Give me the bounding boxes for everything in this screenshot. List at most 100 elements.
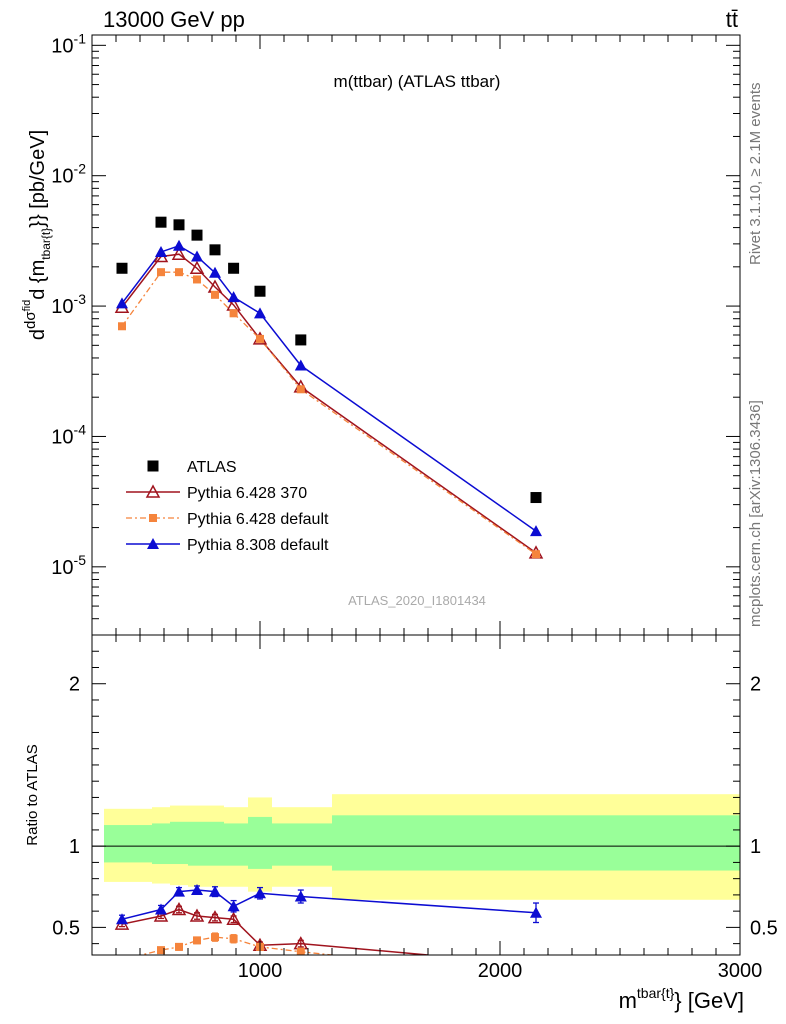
point-data — [191, 229, 203, 241]
point-py8 — [155, 245, 167, 257]
main-plot-area — [114, 216, 544, 559]
band-inner — [188, 821, 206, 866]
y-tick-label: 10-3 — [51, 291, 86, 318]
ratio-point-py6_default — [157, 946, 165, 955]
x-tick-label: 1000 — [238, 960, 283, 982]
ratio-point-py6_default — [229, 934, 238, 943]
band-inner — [104, 825, 152, 863]
x-tick-label: 3000 — [718, 960, 763, 982]
line-py6_default — [121, 271, 537, 555]
ratio-uncertainty-band — [92, 794, 740, 900]
point-py6_default — [118, 322, 126, 331]
ratio-point-py6_default — [193, 936, 201, 945]
point-data — [228, 262, 240, 274]
legend-label-py6_default: Pythia 6.428 default — [187, 511, 329, 528]
header-left: 13000 GeV pp — [103, 7, 245, 32]
ratio-y-axis-label: Ratio to ATLAS — [24, 744, 41, 845]
legend-marker-py8 — [147, 538, 159, 549]
ratio-y-tick-label-right: 0.5 — [750, 917, 778, 939]
band-inner — [248, 816, 272, 869]
point-py8 — [227, 291, 240, 303]
y-tick-label: 10-5 — [51, 552, 86, 579]
analysis-watermark: ATLAS_2020_I1801434 — [348, 593, 486, 608]
ratio-point-py6_default — [175, 942, 183, 951]
band-inner — [206, 821, 224, 866]
ratio-point-py6_default — [296, 947, 305, 955]
ratio-y-tick-label: 0.5 — [52, 917, 80, 939]
point-py8 — [254, 307, 266, 319]
header-right: tt̄ — [726, 7, 738, 32]
band-inner — [332, 815, 740, 871]
point-py8 — [209, 266, 221, 278]
band-inner — [152, 823, 170, 865]
ratio-y-tick-label: 1 — [69, 836, 80, 858]
ratio-point-py8 — [294, 890, 307, 902]
ratio-point-py6_370 — [189, 908, 205, 922]
mcplots-info: mcplots.cern.ch [arXiv:1306.3436] — [747, 400, 764, 627]
ratio-y-tick-label-right: 2 — [750, 674, 761, 696]
legend: ATLAS Pythia 6.428 370 Pythia 6.428 defaul… — [126, 459, 329, 554]
line-py8 — [121, 244, 537, 532]
ratio-point-py8 — [227, 900, 240, 912]
ratio-point-py6_default — [118, 956, 126, 964]
point-data — [254, 285, 266, 297]
legend-marker-data — [147, 460, 159, 472]
point-py8 — [173, 239, 185, 251]
ratio-y-tick-label: 2 — [69, 674, 80, 696]
ratio-point-py6_370 — [153, 908, 169, 922]
ratio-y-tick-label-right: 1 — [750, 836, 761, 858]
ratio-axes: 0.5 0.5 1 1 2 2 1000 2000 3000 — [52, 634, 778, 982]
point-py8 — [530, 525, 542, 537]
ratio-point-py8 — [530, 906, 542, 918]
point-py6_default — [296, 385, 305, 394]
legend-label-py6_370: Pythia 6.428 370 — [187, 485, 307, 502]
point-data — [116, 262, 128, 274]
ratio-frame — [91, 634, 741, 956]
ratio-point-py8 — [116, 913, 128, 925]
x-axis-label: mtbar{t}} [GeV] — [619, 985, 744, 1013]
y-tick-label: 10-1 — [51, 30, 86, 57]
ratio-point-py8 — [155, 903, 167, 915]
legend-label-data: ATLAS — [187, 459, 237, 476]
legend-marker-py6_default — [149, 514, 157, 522]
y-tick-label: 10-4 — [51, 421, 86, 448]
point-py6_default — [229, 309, 238, 318]
point-data — [173, 219, 185, 231]
legend-label-py8: Pythia 8.308 default — [187, 537, 329, 554]
x-tick-label: 2000 — [478, 960, 523, 982]
ratio-line-py6_default — [138, 936, 339, 955]
point-data — [295, 334, 307, 346]
ratio-point-py6_default — [211, 933, 219, 942]
point-py6_default — [157, 268, 165, 277]
svg-text:ddσfidd {mtbar{t}}} [pb/GeV]: ddσfidd {mtbar{t}}} [pb/GeV] — [21, 130, 53, 340]
line-py6_370 — [121, 253, 537, 554]
band-inner — [272, 823, 332, 866]
point-py6_default — [256, 334, 264, 343]
rivet-info: Rivet 3.1.10, ≥ 2.1M events — [747, 83, 764, 266]
ratio-point-py6_370 — [226, 911, 241, 926]
ratio-point-py6_370 — [207, 910, 223, 924]
ratio-plot-area — [114, 884, 542, 964]
legend-marker-py6_370 — [145, 484, 161, 498]
ratio-point-py8 — [191, 884, 203, 896]
band-inner — [170, 821, 188, 865]
point-py6_370 — [189, 260, 205, 275]
point-py8 — [191, 250, 203, 262]
y-tick-label: 10-2 — [51, 161, 86, 188]
ratio-point-py8 — [209, 885, 221, 897]
ratio-point-py8 — [254, 887, 266, 899]
point-py6_default — [175, 268, 183, 277]
svg-text:mtbar{t}} [GeV]: mtbar{t}} [GeV] — [619, 985, 744, 1013]
band-inner — [224, 823, 248, 866]
point-data — [155, 216, 167, 228]
plot-title: m(ttbar) (ATLAS ttbar) — [334, 72, 501, 91]
point-py6_default — [193, 275, 201, 284]
point-py6_370 — [171, 246, 187, 260]
point-data — [530, 492, 542, 504]
point-py8 — [116, 297, 128, 309]
point-data — [209, 244, 221, 256]
ratio-point-py8 — [173, 885, 185, 897]
point-py6_default — [211, 290, 219, 299]
ratio-point-py6_370 — [171, 901, 187, 916]
